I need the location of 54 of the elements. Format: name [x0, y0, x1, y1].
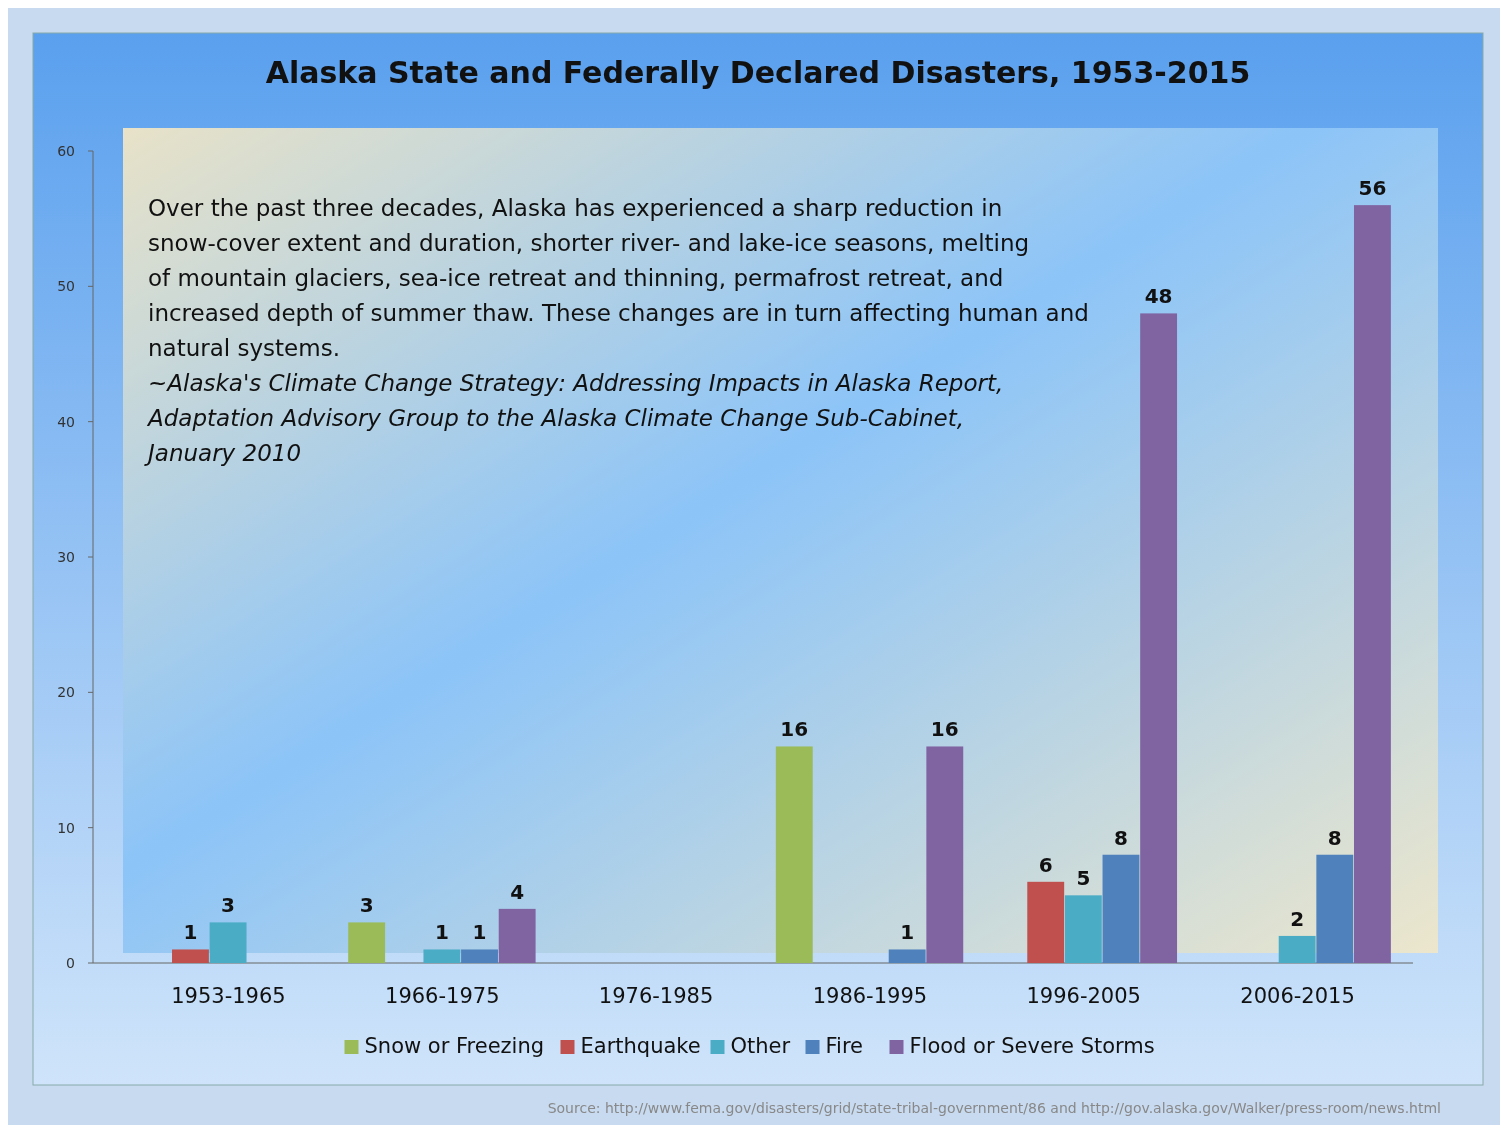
data-label: 1 — [434, 920, 449, 945]
data-label: 3 — [359, 893, 374, 918]
data-label: 5 — [1076, 866, 1091, 891]
y-tick-label: 30 — [57, 549, 75, 565]
bar — [775, 746, 813, 963]
legend-label: Fire — [825, 1034, 863, 1058]
legend-label: Flood or Severe Storms — [909, 1034, 1155, 1058]
y-tick-label: 60 — [57, 143, 75, 159]
chart-title: Alaska State and Federally Declared Disasters, 1953-2015 — [265, 55, 1251, 90]
bar — [1027, 881, 1065, 963]
y-tick-label: 0 — [66, 955, 75, 971]
bar — [498, 908, 536, 963]
source-note: Source: http://www.fema.gov/disasters/grid/state-tribal-government/86 and http://gov.alaska.gov/Walker/press-room/news.html — [547, 1100, 1441, 1116]
annotation: Over the past three decades, Alaska has experienced a sharp reduction in snow-cover extent and duration, shorter river- and lake-ice seasons, melting of mountain glaciers, sea-ice retreat and thinning, permafrost retreat, and increased depth of summer thaw. These changes are in turn affecting human and natural systems. — [148, 195, 1089, 361]
annotation: ~Alaska's Climate Change Strategy: Addressing Impacts in Alaska Report, Adaptation Advisory Group to the Alaska Climate Change Sub-Cabinet, January 2010 — [144, 370, 1004, 466]
y-tick-label: 10 — [57, 819, 75, 836]
bar — [1353, 205, 1391, 963]
data-label: 56 — [1358, 176, 1387, 201]
data-label: 16 — [780, 717, 809, 742]
legend-label: Other — [730, 1034, 791, 1058]
data-label: 1 — [183, 920, 198, 945]
bar — [1316, 854, 1354, 963]
bar — [461, 949, 498, 963]
bar — [1102, 854, 1140, 963]
bar — [1064, 895, 1102, 963]
x-tick-label: 1996-2005 — [1026, 984, 1141, 1008]
bar — [423, 949, 461, 963]
data-label: 48 — [1144, 284, 1173, 309]
data-label: 1 — [900, 920, 915, 945]
data-label: 1 — [472, 920, 487, 945]
y-tick-label: 20 — [57, 684, 75, 701]
data-label: 16 — [930, 717, 959, 742]
x-tick-label: 1986-1995 — [812, 984, 928, 1008]
bar — [348, 922, 386, 963]
x-tick-label: 1976-1985 — [598, 984, 714, 1008]
x-tick-label: 1953-1965 — [171, 984, 286, 1008]
data-label: 8 — [1114, 825, 1128, 850]
data-label: 8 — [1327, 825, 1342, 850]
x-tick-label: 2006-2015 — [1240, 984, 1355, 1008]
bar — [1140, 313, 1178, 963]
x-tick-label: 1966-1975 — [385, 984, 500, 1008]
data-label: 4 — [510, 879, 525, 904]
y-tick-label: 50 — [57, 278, 75, 295]
bar — [172, 949, 209, 963]
bar — [888, 949, 926, 963]
y-tick-label: 40 — [57, 413, 75, 430]
data-label: 3 — [221, 893, 236, 918]
bar — [926, 746, 964, 963]
bar — [209, 922, 247, 963]
data-label: 2 — [1290, 906, 1305, 931]
legend-label: Earthquake — [580, 1034, 701, 1058]
data-label: 6 — [1038, 852, 1053, 877]
legend-label: Snow or Freezing — [364, 1034, 545, 1058]
bar — [1278, 935, 1316, 963]
